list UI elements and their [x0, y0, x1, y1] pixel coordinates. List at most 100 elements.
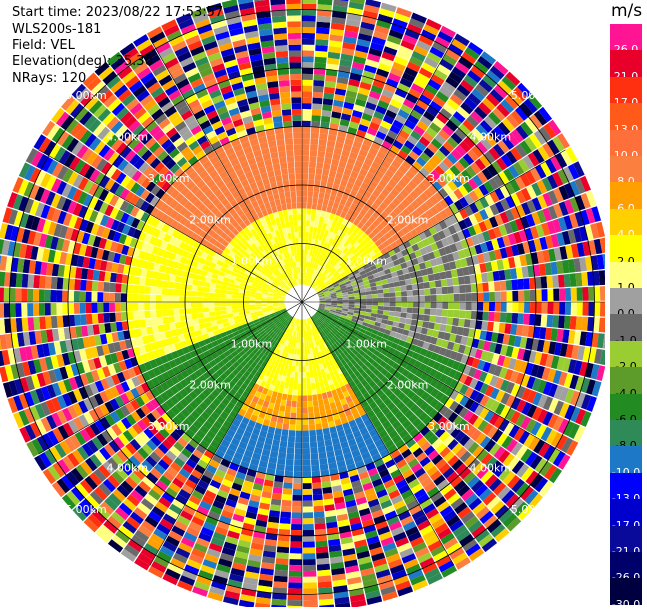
velocity-gate [366, 298, 372, 301]
velocity-gate [290, 413, 296, 419]
velocity-gate [115, 283, 122, 292]
velocity-gate [303, 448, 310, 454]
velocity-gate [372, 306, 378, 310]
velocity-gate [283, 488, 293, 495]
velocity-gate [298, 390, 303, 396]
velocity-gate [319, 192, 325, 199]
velocity-gate [220, 294, 226, 298]
velocity-gate [109, 313, 116, 323]
velocity-gate [277, 541, 289, 548]
velocity-gate [144, 311, 150, 319]
velocity-gate [198, 281, 205, 287]
velocity-gate [204, 317, 211, 323]
velocity-gate [319, 133, 328, 140]
velocity-gate [559, 288, 565, 301]
velocity-gate [289, 577, 303, 583]
velocity-gate [317, 394, 323, 401]
velocity-gate [377, 289, 383, 294]
velocity-gate [405, 279, 412, 285]
velocity-gate [302, 349, 305, 355]
velocity-gate [302, 21, 316, 27]
velocity-gate [244, 299, 250, 302]
velocity-gate [275, 428, 282, 435]
velocity-gate [74, 291, 80, 302]
velocity-gate [477, 302, 483, 311]
velocity-gate [315, 174, 322, 181]
velocity-gate [430, 309, 436, 316]
velocity-gate [424, 289, 430, 296]
velocity-gate [302, 27, 315, 33]
velocity-gate [413, 296, 419, 302]
velocity-gate [80, 314, 87, 325]
velocity-gate [276, 464, 285, 471]
velocity-gate [33, 275, 40, 288]
velocity-gate [292, 395, 297, 401]
velocity-gate [447, 317, 454, 325]
velocity-gate [394, 317, 401, 323]
velocity-gate [298, 337, 300, 343]
velocity-gate [127, 312, 134, 321]
velocity-gate [291, 401, 296, 407]
velocity-gate [308, 179, 314, 185]
velocity-gate [366, 291, 372, 295]
velocity-gate [309, 162, 316, 168]
velocity-gate [203, 302, 209, 307]
velocity-gate [354, 305, 360, 308]
velocity-gate [145, 278, 152, 286]
velocity-gate [295, 436, 302, 442]
velocity-gate [51, 316, 58, 328]
velocity-gate [210, 316, 217, 321]
velocity-gate [425, 302, 431, 308]
velocity-gate [398, 323, 405, 329]
velocity-gate [110, 322, 117, 332]
velocity-gate [174, 282, 181, 289]
velocity-gate [378, 298, 384, 302]
velocity-gate [168, 316, 175, 323]
velocity-gate [303, 542, 315, 548]
velocity-gate [435, 316, 442, 323]
velocity-gate [302, 115, 311, 121]
velocity-gate [466, 293, 472, 301]
velocity-gate [297, 349, 300, 355]
velocity-gate [288, 389, 293, 395]
velocity-gate [303, 565, 316, 571]
velocity-gate [303, 512, 313, 518]
velocity-gate [454, 302, 460, 310]
velocity-gate [288, 594, 302, 600]
velocity-gate [570, 273, 577, 287]
velocity-gate [393, 322, 400, 328]
velocity-gate [121, 303, 127, 312]
velocity-gate [302, 378, 306, 384]
velocity-gate [489, 302, 495, 311]
velocity-gate [530, 302, 536, 313]
velocity-gate [440, 324, 447, 332]
velocity-gate [312, 482, 321, 489]
velocity-gate [577, 302, 583, 316]
velocity-gate [197, 302, 203, 307]
velocity-gate [115, 312, 122, 321]
velocity-gate [278, 387, 284, 394]
velocity-gate [477, 293, 483, 302]
velocity-gate [305, 349, 308, 355]
velocity-gate [271, 499, 281, 506]
velocity-gate [322, 110, 332, 117]
velocity-gate [28, 317, 35, 331]
velocity-gate [482, 282, 489, 291]
velocity-gate [139, 277, 146, 285]
velocity-gate [460, 302, 466, 310]
velocity-gate [442, 287, 448, 294]
velocity-gate [542, 289, 548, 301]
velocity-gate [168, 289, 174, 296]
velocity-gate [244, 305, 250, 308]
velocity-gate [307, 395, 312, 401]
ppi-velocity-plot: 1.00km1.00km1.00km1.00km2.00km2.00km2.00… [0, 0, 605, 607]
velocity-gate [169, 323, 176, 330]
velocity-gate [523, 314, 530, 325]
velocity-gate [226, 290, 232, 294]
velocity-gate [436, 302, 442, 309]
velocity-gate [324, 158, 332, 165]
velocity-gate [158, 272, 165, 280]
velocity-gate [302, 144, 310, 150]
velocity-gate [150, 303, 156, 310]
velocity-gate [313, 500, 323, 507]
